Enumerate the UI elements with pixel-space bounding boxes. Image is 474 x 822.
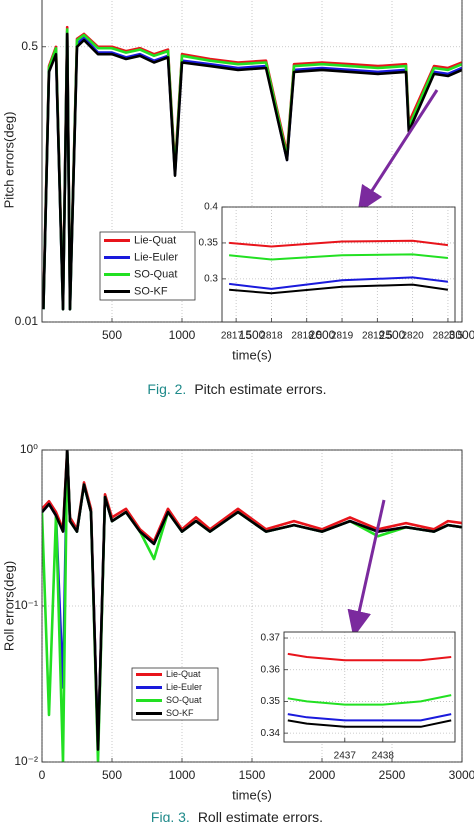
x-tick-label: 2818.5 [291, 331, 322, 342]
x-tick-label: 2817.5 [221, 331, 252, 342]
x-tick-label: 1000 [169, 328, 196, 342]
y-axis-label: Roll errors(deg) [1, 561, 16, 651]
y-axis-label: Pitch errors(deg) [1, 112, 16, 209]
x-tick-label: 2820 [402, 331, 425, 342]
inset-chart: 0.3 0.35 0.4 2817.5 2818 2818.5 2819 2819.5 2820… [199, 202, 464, 342]
x-tick-label: 2500 [379, 328, 406, 342]
y-tick-label: 0.37 [261, 633, 281, 644]
legend-box [99, 231, 196, 301]
x-tick-label: 1000 [169, 768, 196, 782]
series-line [287, 694, 452, 706]
legend-label: SO-KF [166, 708, 194, 718]
plot-area [221, 206, 456, 323]
caption-label: Fig. 2. [147, 381, 186, 397]
x-tick-label: 500 [102, 328, 122, 342]
legend-label: SO-KF [134, 285, 168, 297]
caption: Fig. 3. Roll estimate errors. [151, 809, 323, 822]
x-tick-label: 2500 [379, 768, 406, 782]
inset-chart: 0.34 0.35 0.36 0.37 2437 2438 [261, 631, 456, 762]
y-tick-label: 0.5 [21, 39, 38, 53]
legend-label: SO-Quat [134, 268, 177, 280]
x-tick-label: 2000 [309, 768, 336, 782]
plot-border [41, 449, 463, 763]
y-tick-label: 0.3 [204, 274, 218, 285]
series-line [228, 253, 449, 261]
y-tick-label: 0.36 [261, 664, 281, 675]
legend-label: SO-Quat [166, 695, 202, 705]
x-tick-label: 2819 [331, 331, 354, 342]
y-tick-label: 0.01 [15, 314, 39, 328]
x-axis-label: time(s) [232, 347, 272, 362]
zoom-arrow [347, 499, 386, 638]
series-line [229, 239, 449, 248]
x-tick-label: 1500 [239, 328, 266, 342]
legend-label: Lie-Euler [134, 251, 178, 263]
plot-border [283, 631, 456, 743]
x-tick-label: 2437 [334, 751, 357, 762]
series-line [229, 283, 449, 295]
series-line [287, 719, 452, 728]
legend-label: Lie-Quat [134, 234, 176, 246]
series-line [287, 652, 452, 662]
y-tick-label: 0.35 [199, 238, 219, 249]
x-tick-label: 2818 [260, 331, 283, 342]
plot-border [221, 206, 456, 323]
x-tick-label: 2819.5 [362, 331, 393, 342]
caption-text: Roll estimate errors. [198, 809, 323, 822]
series-line [228, 276, 449, 290]
caption: Fig. 2. Pitch estimate errors. [147, 381, 326, 397]
legend-box [131, 667, 219, 721]
y-tick-label: 0.34 [261, 728, 281, 739]
y-tick-label: 10⁻² [14, 754, 38, 768]
legend-label: Lie-Quat [166, 669, 201, 679]
series-line [42, 32, 462, 311]
x-axis-label: time(s) [232, 787, 272, 802]
y-tick-label: 0.35 [261, 696, 281, 707]
x-tick-label: 2438 [372, 751, 395, 762]
x-tick-label: 3000 [449, 768, 474, 782]
x-tick-label: 0 [39, 768, 46, 782]
y-tick-label: 0.4 [204, 202, 218, 213]
x-tick-label: 1500 [239, 768, 266, 782]
series-line [42, 450, 462, 751]
series-line [287, 713, 452, 722]
x-tick-label: 3000 [449, 328, 474, 342]
y-tick-label: 10⁻¹ [14, 598, 38, 612]
caption-label: Fig. 3. [151, 809, 190, 822]
legend-label: Lie-Euler [166, 682, 202, 692]
x-tick-label: 2000 [309, 328, 336, 342]
zoom-arrow [357, 89, 439, 214]
x-tick-label: 2820.5 [433, 331, 464, 342]
caption-text: Pitch estimate errors. [194, 381, 326, 397]
y-tick-label: 10⁰ [20, 442, 38, 456]
x-tick-label: 500 [102, 768, 122, 782]
